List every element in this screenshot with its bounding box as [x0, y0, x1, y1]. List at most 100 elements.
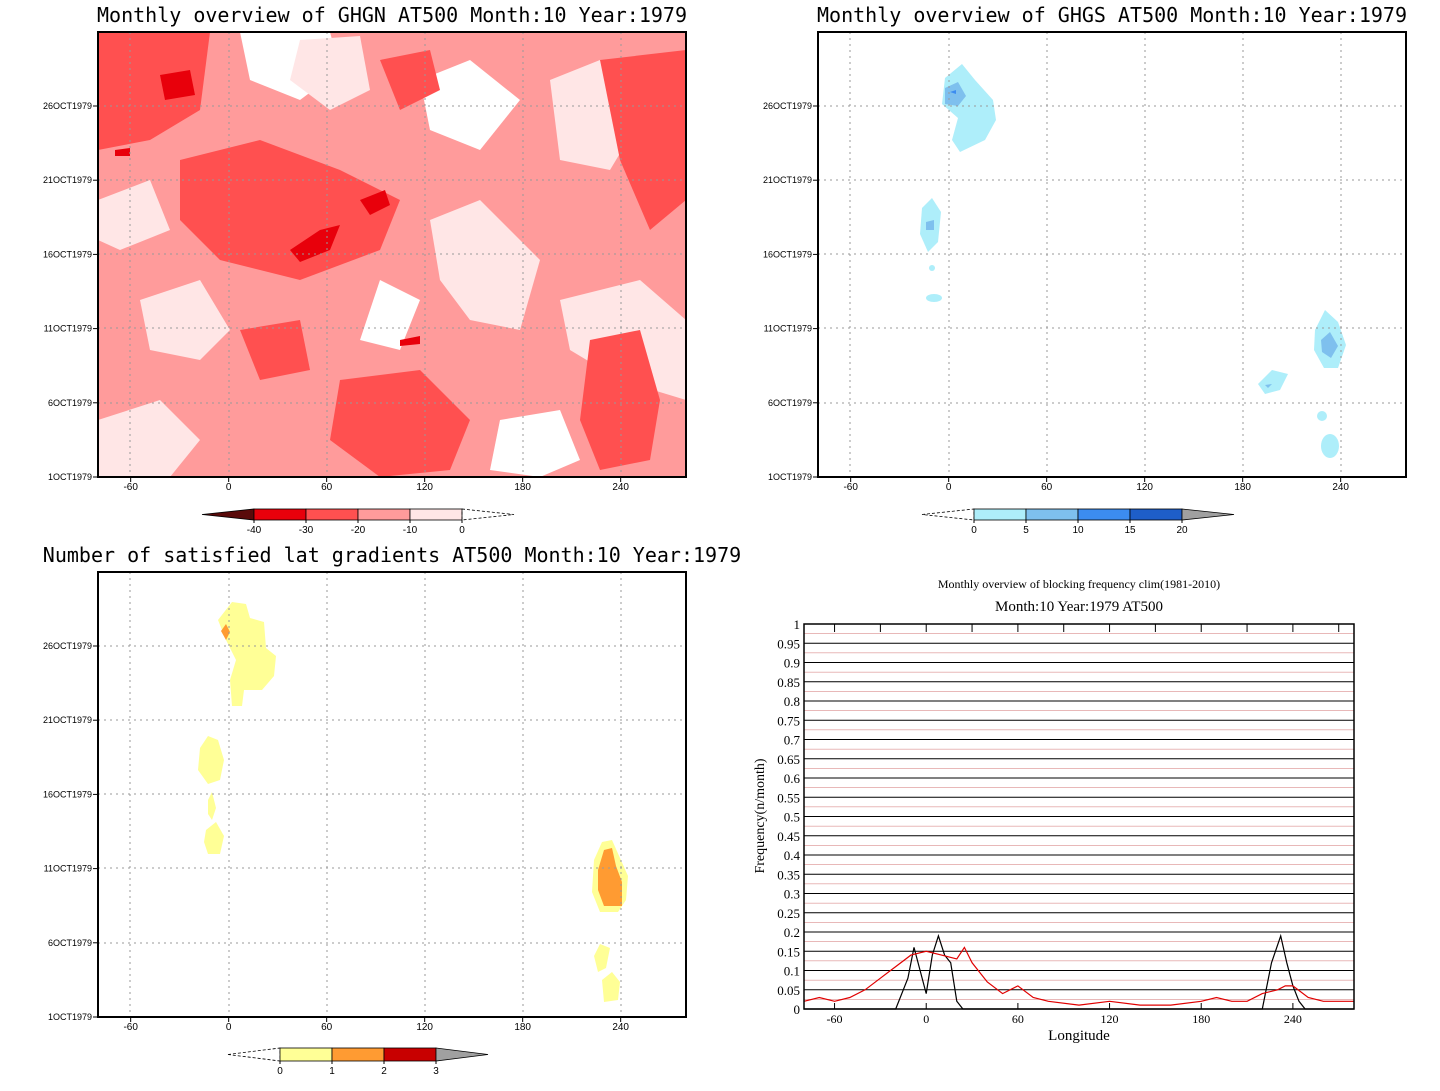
y-tick-label: 0.9 — [784, 656, 800, 671]
colorbar-label: 0 — [277, 1066, 283, 1077]
y-tick-label: 16OCT1979 — [43, 789, 92, 799]
panel-title: Number of satisfied lat gradients AT500 … — [43, 543, 741, 567]
colorbar-label: -30 — [299, 525, 314, 536]
y-tick-label: 16OCT1979 — [43, 249, 92, 259]
x-tick-label: 60 — [321, 1022, 333, 1033]
x-tick-label: 240 — [1332, 482, 1349, 493]
x-tick-labels: -60 0 60 120 180 240 — [123, 1017, 629, 1033]
y-tick-label: 0.8 — [784, 694, 800, 709]
colorbar-label: 1 — [329, 1066, 335, 1077]
colorbar-label: 2 — [381, 1066, 387, 1077]
ghgs-field — [920, 64, 1346, 458]
x-axis-label: Longitude — [1048, 1028, 1110, 1044]
series-lines — [803, 933, 1354, 1010]
x-tick-label: 0 — [226, 1022, 232, 1033]
x-tick-label: 120 — [1136, 482, 1153, 493]
x-tick-label: 180 — [514, 1022, 531, 1033]
y-tick-label: 11OCT1979 — [764, 324, 812, 334]
x-tick-label: -60 — [123, 1022, 138, 1033]
colorbar-segment — [331, 1047, 385, 1062]
x-tick-label: 0 — [923, 1012, 929, 1026]
panel-title: Monthly overview of GHGS AT500 Month:10 … — [817, 3, 1407, 27]
colorbar-segment — [305, 508, 359, 521]
x-tick-label: 60 — [321, 482, 333, 493]
x-tick-label: -60 — [123, 482, 138, 493]
x-tick-labels: -60 0 60 120 180 240 — [843, 477, 1349, 493]
colorbar-segment — [279, 1047, 333, 1062]
y-tick-label: 0.05 — [777, 983, 800, 998]
y-tick-label: 0.25 — [777, 906, 800, 921]
y-tick-label: 0 — [794, 1002, 801, 1017]
y-tick-label: 16OCT1979 — [763, 249, 812, 259]
y-tick-labels: 1OCT1979 6OCT1979 11OCT1979 16OCT1979 21OCT1… — [43, 641, 98, 1022]
x-tick-label: 240 — [1284, 1012, 1302, 1026]
y-tick-label: 26OCT1979 — [763, 101, 812, 111]
colorbar-label: 0 — [459, 525, 465, 536]
x-tick-label: -60 — [827, 1012, 843, 1026]
y-tick-label: 11OCT1979 — [44, 324, 92, 334]
colorbar-label: 10 — [1072, 525, 1084, 536]
colorbar-extension — [921, 508, 975, 521]
y-tick-label: 6OCT1979 — [48, 938, 92, 948]
colorbar-label: -10 — [403, 525, 418, 536]
colorbar-segment — [383, 1047, 437, 1062]
x-tick-label: -60 — [843, 482, 858, 493]
x-tick-label: 180 — [1192, 1012, 1210, 1026]
y-tick-label: 6OCT1979 — [48, 398, 92, 408]
panel-title: Monthly overview of GHGN AT500 Month:10 … — [97, 3, 687, 27]
y-tick-label: 21OCT1979 — [43, 715, 92, 725]
grid — [98, 572, 686, 1017]
panel-ghgn: Monthly overview of GHGN AT500 Month:10 … — [43, 3, 687, 536]
colorbar-label: -40 — [247, 525, 262, 536]
x-tick-label: 60 — [1012, 1012, 1024, 1026]
y-tick-labels: 0 0.05 0.1 0.15 0.2 0.25 0.3 0.35 0.4 0.45 0.5 0.55… — [777, 617, 800, 1017]
grid — [98, 32, 686, 477]
panel-subtitle: Month:10 Year:1979 AT500 — [995, 599, 1163, 615]
x-tick-label: 240 — [612, 1022, 629, 1033]
colorbar-segment — [409, 508, 463, 521]
x-tick-label: 0 — [226, 482, 232, 493]
y-tick-label: 0.15 — [777, 944, 800, 959]
colorbar-segment — [1077, 508, 1131, 521]
y-tick-label: 6OCT1979 — [768, 398, 812, 408]
x-tick-label: 120 — [416, 1022, 433, 1033]
x-tick-labels: -60 0 60 120 180 240 — [123, 477, 629, 493]
colorbar-label: 3 — [433, 1066, 439, 1077]
x-tick-label: 240 — [612, 482, 629, 493]
y-tick-label: 0.7 — [784, 733, 801, 748]
x-tick-label: 120 — [416, 482, 433, 493]
colorbar-extension — [1181, 508, 1235, 521]
colorbar-segment — [253, 508, 307, 521]
y-axis-label: Frequency(n/month) — [753, 758, 768, 873]
x-tick-label: 0 — [946, 482, 952, 493]
colorbar: -40 -30 -20 -10 0 — [201, 508, 515, 536]
colorbar-segment — [357, 508, 411, 521]
colorbar: 0 5 10 15 20 — [921, 508, 1235, 536]
colorbar-segment — [1129, 508, 1183, 521]
y-tick-label: 11OCT1979 — [44, 864, 92, 874]
colorbar-label: 0 — [971, 525, 977, 536]
y-tick-label: 0.75 — [777, 713, 800, 728]
y-tick-label: 0.35 — [777, 867, 800, 882]
colorbar-label: 15 — [1124, 525, 1136, 536]
colorbar-extension — [227, 1047, 281, 1062]
y-tick-label: 0.1 — [784, 964, 800, 979]
y-tick-label: 0.2 — [784, 925, 800, 940]
colorbar-extension — [435, 1047, 489, 1062]
panel-ghgs: Monthly overview of GHGS AT500 Month:10 … — [763, 3, 1407, 536]
x-tick-label: 180 — [1234, 482, 1251, 493]
y-tick-label: 0.5 — [784, 810, 800, 825]
y-tick-labels: 1OCT1979 6OCT1979 11OCT1979 16OCT1979 21OCT1… — [43, 101, 98, 482]
colorbar-extension — [461, 508, 515, 521]
y-tick-label: 1 — [794, 617, 801, 632]
panel-blocking-frequency: Monthly overview of blocking frequency c… — [753, 577, 1355, 1044]
y-tick-label: 21OCT1979 — [43, 175, 92, 185]
panel-title: Monthly overview of blocking frequency c… — [938, 577, 1220, 591]
colorbar-segment — [1025, 508, 1079, 521]
colorbar: 0 1 2 3 — [227, 1047, 489, 1077]
grid — [804, 623, 1354, 1010]
y-tick-label: 0.4 — [784, 848, 801, 863]
y-tick-label: 0.3 — [784, 887, 800, 902]
y-tick-label: 0.55 — [777, 790, 800, 805]
